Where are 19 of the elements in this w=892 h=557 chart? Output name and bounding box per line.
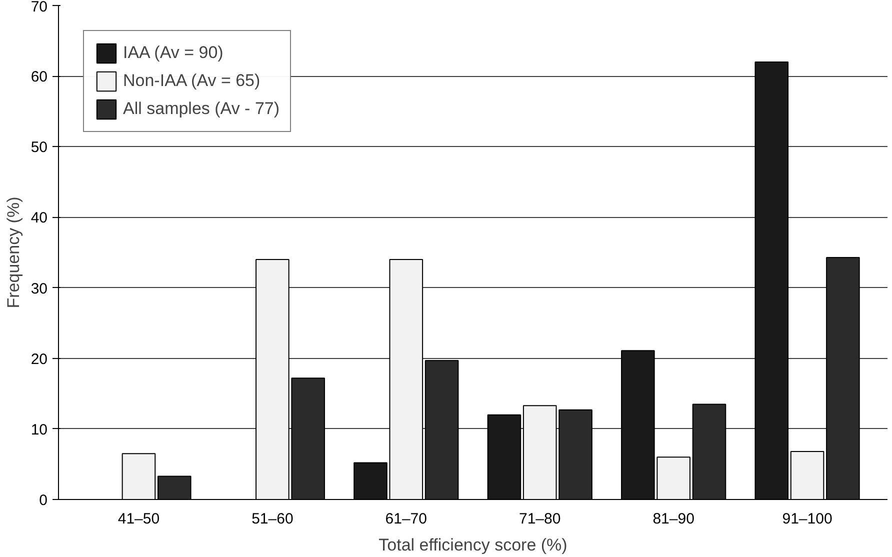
y-tick-label: 70 [30, 0, 48, 16]
x-tick-label: 71–80 [519, 510, 561, 528]
y-tick-label: 40 [30, 210, 48, 227]
x-tick-label: 51–60 [252, 510, 294, 528]
y-tick-label: 10 [30, 421, 48, 438]
y-axis-title: Frequency (%) [4, 196, 23, 308]
legend-label: All samples (Av - 77) [123, 99, 280, 119]
legend-label: IAA (Av = 90) [123, 43, 224, 63]
x-tick-label: 81–90 [652, 510, 694, 528]
y-tick-label: 60 [30, 68, 48, 86]
x-tick-label: 91–100 [782, 510, 832, 528]
legend-label: Non-IAA (Av = 65) [123, 71, 260, 91]
x-tick-label: 41–50 [118, 510, 160, 528]
y-tick-label: 30 [30, 280, 48, 298]
y-tick-label: 0 [39, 492, 48, 509]
x-tick-label: 61–70 [385, 510, 428, 528]
x-axis-title: Total efficiency score (%) [378, 536, 568, 554]
y-tick-label: 50 [30, 139, 48, 156]
y-tick-label: 20 [30, 350, 48, 368]
